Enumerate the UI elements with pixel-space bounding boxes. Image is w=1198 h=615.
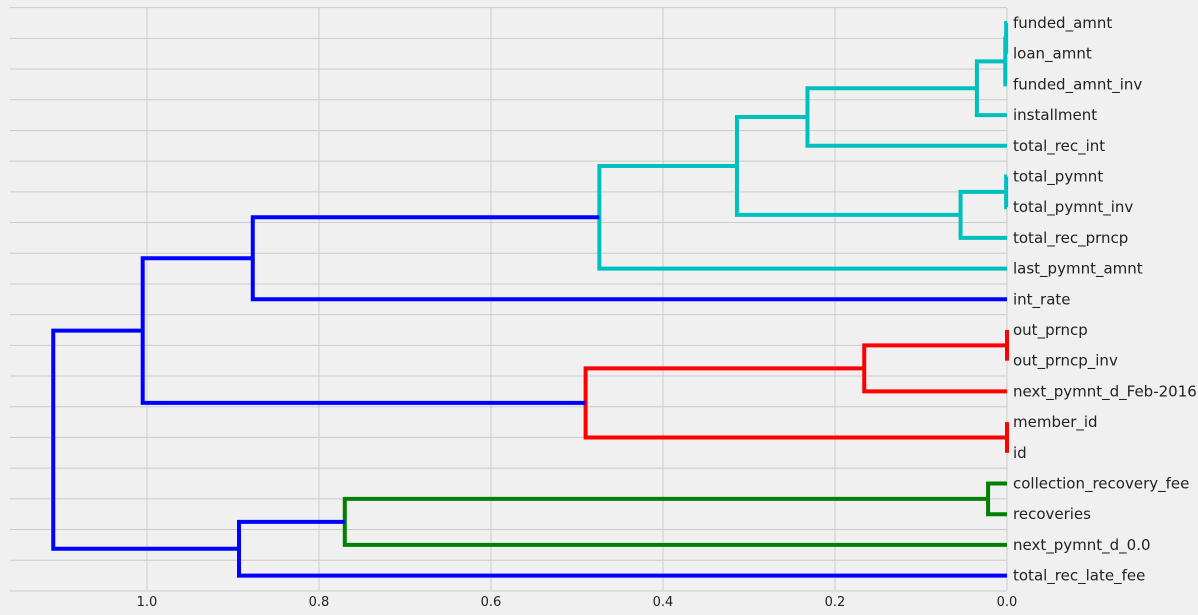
leaf-labels: funded_amnt loan_amnt funded_amnt_invinsta…	[1013, 14, 1197, 586]
leaf-label: int_rate	[1013, 290, 1071, 309]
leaf-label: id	[1013, 444, 1027, 462]
leaf-label: total_pymnt_inv	[1013, 198, 1133, 217]
leaf-label: recoveries	[1013, 505, 1091, 523]
leaf-label: installment	[1013, 106, 1097, 124]
dendrogram-link-5	[958, 189, 1007, 240]
leaf-label: collection_recovery_fee	[1013, 475, 1189, 494]
dendrogram-link-8	[250, 215, 1007, 302]
x-tick-label: 0.0	[997, 595, 1018, 610]
x-axis-ticks: 1.0 0.8 0.6 0.4 0.2 0.0	[137, 595, 1018, 610]
dendrogram-link-13	[140, 256, 586, 405]
leaf-label: next_pymnt_d_0.0	[1013, 536, 1151, 555]
leaf-label: total_rec_late_fee	[1013, 567, 1145, 586]
x-tick-label: 0.8	[309, 595, 330, 610]
leaf-label: loan_amnt	[1013, 45, 1092, 64]
leaf-label: funded_amnt_inv	[1013, 75, 1142, 94]
dendrogram-link-10	[862, 343, 1007, 394]
leaf-label: funded_amnt	[1013, 14, 1112, 33]
leaf-label: total_pymnt	[1013, 168, 1103, 187]
dendrogram-link-17	[51, 328, 240, 551]
leaf-label: out_prncp	[1013, 321, 1088, 340]
leaf-label: next_pymnt_d_Feb-2016	[1013, 382, 1197, 401]
leaf-label: out_prncp_inv	[1013, 352, 1118, 371]
leaf-label: total_rec_prncp	[1013, 229, 1128, 248]
leaf-label: member_id	[1013, 413, 1098, 432]
leaf-label: total_rec_int	[1013, 137, 1105, 156]
x-tick-label: 0.2	[825, 595, 846, 610]
dendrogram-link-12	[583, 366, 1007, 440]
dendrogram-link-15	[342, 496, 1007, 547]
leaf-label: last_pymnt_amnt	[1013, 260, 1143, 279]
dendrogram-link-6	[734, 115, 961, 217]
x-tick-label: 0.6	[481, 595, 502, 610]
x-tick-label: 1.0	[137, 595, 158, 610]
x-tick-label: 0.4	[653, 595, 674, 610]
dendrogram-link-1	[1003, 36, 1008, 87]
dendrogram-link-4	[1004, 174, 1009, 210]
dendrogram-links	[51, 21, 1009, 578]
